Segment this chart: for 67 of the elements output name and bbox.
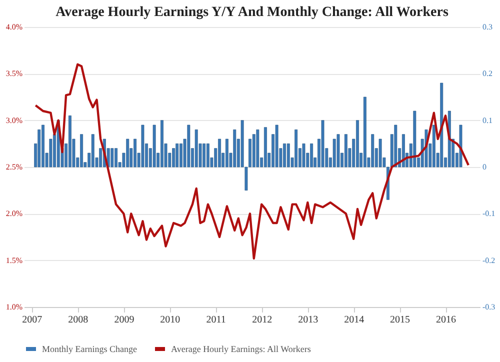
y-tick-label: 2.5%: [6, 162, 23, 172]
bar: [233, 130, 236, 168]
y2-tick-label: 0.1: [482, 116, 492, 125]
bar: [286, 144, 290, 168]
x-tick-label: 2015: [390, 314, 410, 326]
x-tick-label: 2013: [298, 314, 318, 326]
bar: [202, 144, 206, 168]
bar: [413, 110, 416, 168]
bar: [344, 134, 348, 168]
y-tick-label: 4.0%: [6, 22, 23, 32]
bar: [264, 127, 267, 168]
y-tick-label: 1.5%: [6, 256, 23, 265]
bar: [363, 96, 366, 168]
x-tick-label: 2014: [344, 314, 364, 326]
bar: [256, 130, 260, 168]
y2-tick-label: -0.1: [482, 209, 496, 218]
bar: [275, 124, 278, 168]
bar: [302, 144, 306, 168]
bar: [187, 124, 190, 168]
y-tick-label: 1.0%: [6, 302, 23, 312]
bar: [80, 134, 83, 168]
bar: [218, 138, 221, 168]
x-tick-label: 2010: [160, 314, 180, 326]
x-tick-label: 2007: [22, 314, 42, 326]
bar: [91, 134, 94, 168]
y-tick-label: 3.0%: [6, 116, 23, 125]
y-tick-label: 3.5%: [6, 69, 23, 78]
bar: [126, 138, 130, 168]
y2-tick-label: -0.2: [482, 256, 496, 265]
bar: [225, 138, 228, 168]
bar: [160, 120, 164, 168]
y2-tick-label: 0.2: [482, 69, 492, 78]
bar: [402, 134, 405, 168]
chart-title: Average Hourly Earnings Y/Y And Monthly Change: All Workers: [56, 5, 449, 20]
x-tick-label: 2009: [114, 314, 134, 326]
bar: [134, 138, 136, 168]
x-tick-label: 2011: [206, 314, 226, 326]
legend-label: Monthly Earnings Change: [42, 344, 137, 354]
bar: [336, 134, 340, 168]
bar: [440, 82, 444, 168]
line-series: [34, 63, 470, 260]
y2-tick-label: 0.3: [482, 22, 492, 32]
bar: [42, 124, 44, 168]
legend-label: Average Hourly Earnings: All Workers: [171, 344, 312, 354]
bar: [176, 144, 179, 168]
bar: [378, 138, 382, 168]
bar: [110, 148, 114, 168]
bar: [68, 116, 72, 168]
bar: [321, 120, 324, 168]
bar: [114, 148, 118, 168]
x-tick-label: 2012: [252, 314, 272, 326]
bar: [294, 130, 298, 168]
x-tick-label: 2016: [436, 314, 456, 326]
bar: [194, 130, 198, 168]
y2-tick-label: 0: [482, 162, 486, 172]
bar: [206, 144, 210, 168]
bar: [152, 124, 156, 168]
bar: [394, 124, 398, 168]
bar: [432, 124, 436, 168]
y-tick-label: 2.0%: [6, 209, 23, 218]
bar: [310, 144, 313, 168]
bar: [356, 120, 359, 168]
bar: [283, 144, 286, 168]
bar: [141, 124, 144, 168]
y2-tick-label: -0.3: [482, 302, 496, 312]
x-tick-label: 2008: [68, 314, 88, 326]
bar: [371, 134, 374, 168]
